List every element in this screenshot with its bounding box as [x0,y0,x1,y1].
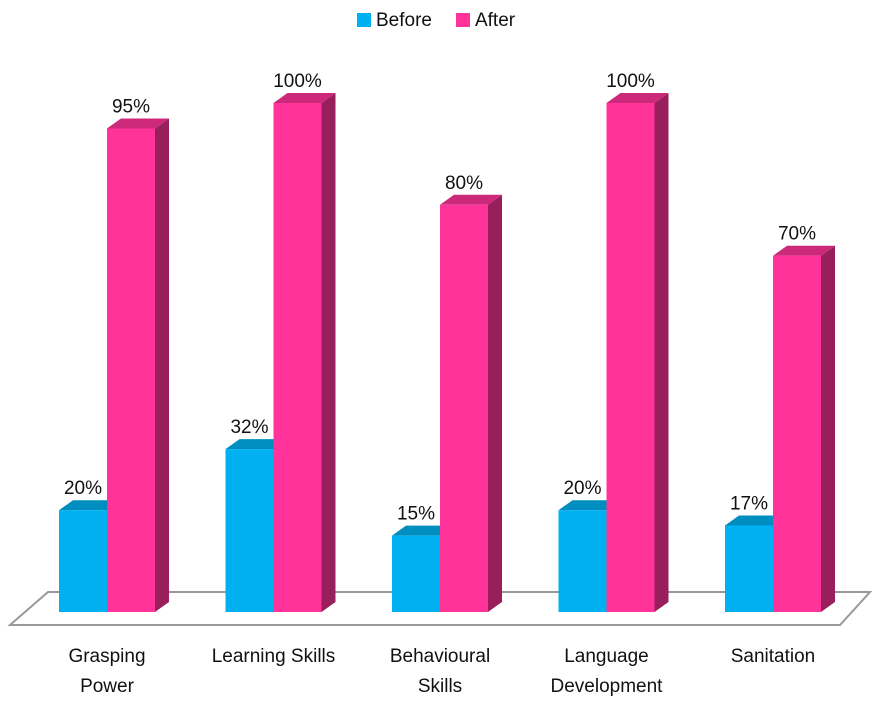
x-tick-label: Grasping Power [68,646,146,697]
bar-front [725,525,773,612]
bar [440,194,502,613]
bar-top [606,93,669,103]
data-label: 70% [778,224,816,245]
bar-side [821,245,835,612]
bar [273,93,336,612]
bar-side [321,93,336,612]
bar-side [155,118,169,612]
data-label: 100% [273,71,322,92]
bar-front [440,204,488,613]
floor [7,591,873,626]
x-tick-label: Behavioural Skills [389,646,491,697]
legend-swatch [455,13,470,27]
bar-top [59,500,121,511]
data-label: 80% [445,173,483,194]
bar-front [225,449,274,612]
x-tick-label: Sanitation [730,646,816,667]
bar-front [59,510,107,612]
data-label: 20% [64,478,102,499]
bar-top [725,515,787,526]
bar-front [606,103,655,612]
bar-top [773,245,835,256]
bar [606,93,669,612]
legend-label: Before [376,10,432,31]
data-label: 15% [397,504,435,525]
bar-front [273,103,322,612]
bar-side [488,194,502,613]
data-label: 32% [230,417,268,438]
data-label: 95% [112,96,150,117]
bar-top [107,118,169,129]
bar [107,118,169,612]
bar-top [225,439,288,450]
x-tick-label: Language Development [550,646,663,697]
legend-swatch [357,13,371,27]
bar-front [558,510,607,612]
bar-top [558,500,621,511]
bar-front [773,255,821,612]
bar-top [273,93,336,103]
bar [773,245,835,612]
bar-top [440,194,502,205]
bar-front [392,535,440,612]
data-label: 100% [606,71,655,92]
legend-label: After [475,10,516,31]
bar-top [392,525,454,536]
bar-side [654,93,669,612]
data-label: 17% [730,493,768,514]
x-tick-label: Learning Skills [211,646,336,667]
data-label: 20% [563,478,601,499]
bar-front [107,128,155,612]
